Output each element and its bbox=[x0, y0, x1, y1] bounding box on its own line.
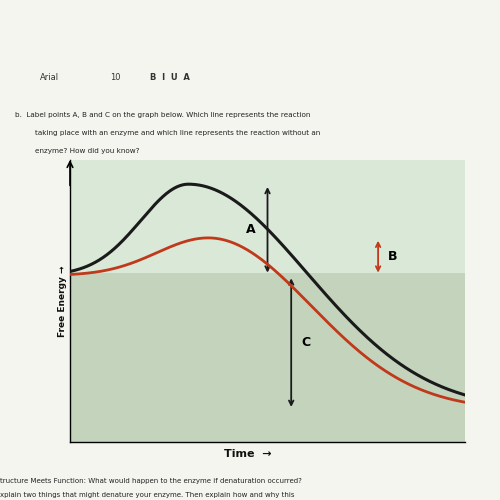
Text: A: A bbox=[246, 224, 256, 236]
Text: xplain two things that might denature your enzyme. Then explain how and why this: xplain two things that might denature yo… bbox=[0, 492, 294, 498]
Text: C: C bbox=[301, 336, 310, 349]
Y-axis label: Free Energy →: Free Energy → bbox=[58, 265, 67, 337]
Text: taking place with an enzyme and which line represents the reaction without an: taking place with an enzyme and which li… bbox=[35, 130, 320, 136]
Text: B: B bbox=[388, 250, 398, 263]
Text: 10: 10 bbox=[110, 74, 120, 82]
Text: Arial: Arial bbox=[40, 74, 59, 82]
Text: b.  Label points A, B and C on the graph below. Which line represents the reacti: b. Label points A, B and C on the graph … bbox=[15, 112, 310, 118]
Text: B  I  U  A: B I U A bbox=[150, 74, 190, 82]
Text: Time  →: Time → bbox=[224, 449, 272, 459]
Text: tructure Meets Function: What would happen to the enzyme if denaturation occurre: tructure Meets Function: What would happ… bbox=[0, 478, 302, 484]
Bar bbox=[70, 273, 465, 442]
Text: enzyme? How did you know?: enzyme? How did you know? bbox=[35, 148, 140, 154]
